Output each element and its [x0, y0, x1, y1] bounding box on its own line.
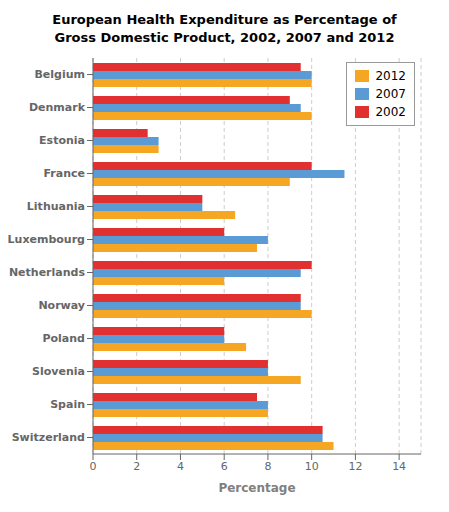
- html-text:2002: 2002: [375, 105, 406, 119]
- svg-text:Belgium: Belgium: [34, 68, 85, 81]
- svg-text:14: 14: [392, 460, 406, 473]
- svg-text:Switzerland: Switzerland: [12, 431, 85, 444]
- svg-text:Estonia: Estonia: [39, 134, 85, 147]
- svg-text:Spain: Spain: [50, 398, 85, 411]
- svg-text:4: 4: [177, 460, 184, 473]
- svg-text:8: 8: [264, 460, 271, 473]
- svg-text:12: 12: [348, 460, 362, 473]
- svg-text:Norway: Norway: [38, 299, 85, 312]
- svg-text:Denmark: Denmark: [29, 101, 86, 114]
- svg-text:0: 0: [90, 460, 97, 473]
- html-text:2007: 2007: [375, 87, 406, 101]
- svg-text:2: 2: [133, 460, 140, 473]
- svg-text:6: 6: [221, 460, 228, 473]
- svg-text:Netherlands: Netherlands: [9, 266, 86, 279]
- svg-text:Lithuania: Lithuania: [27, 200, 85, 213]
- svg-text:France: France: [44, 167, 85, 180]
- svg-text:Percentage: Percentage: [218, 481, 295, 495]
- svg-text:Slovenia: Slovenia: [32, 365, 85, 378]
- svg-text:Luxembourg: Luxembourg: [8, 233, 85, 246]
- svg-text:Poland: Poland: [42, 332, 85, 345]
- html-text:2012: 2012: [375, 69, 406, 83]
- svg-text:10: 10: [305, 460, 319, 473]
- html-text:European Health Expenditure as: European Health Expenditure as Percentag…: [52, 12, 397, 45]
